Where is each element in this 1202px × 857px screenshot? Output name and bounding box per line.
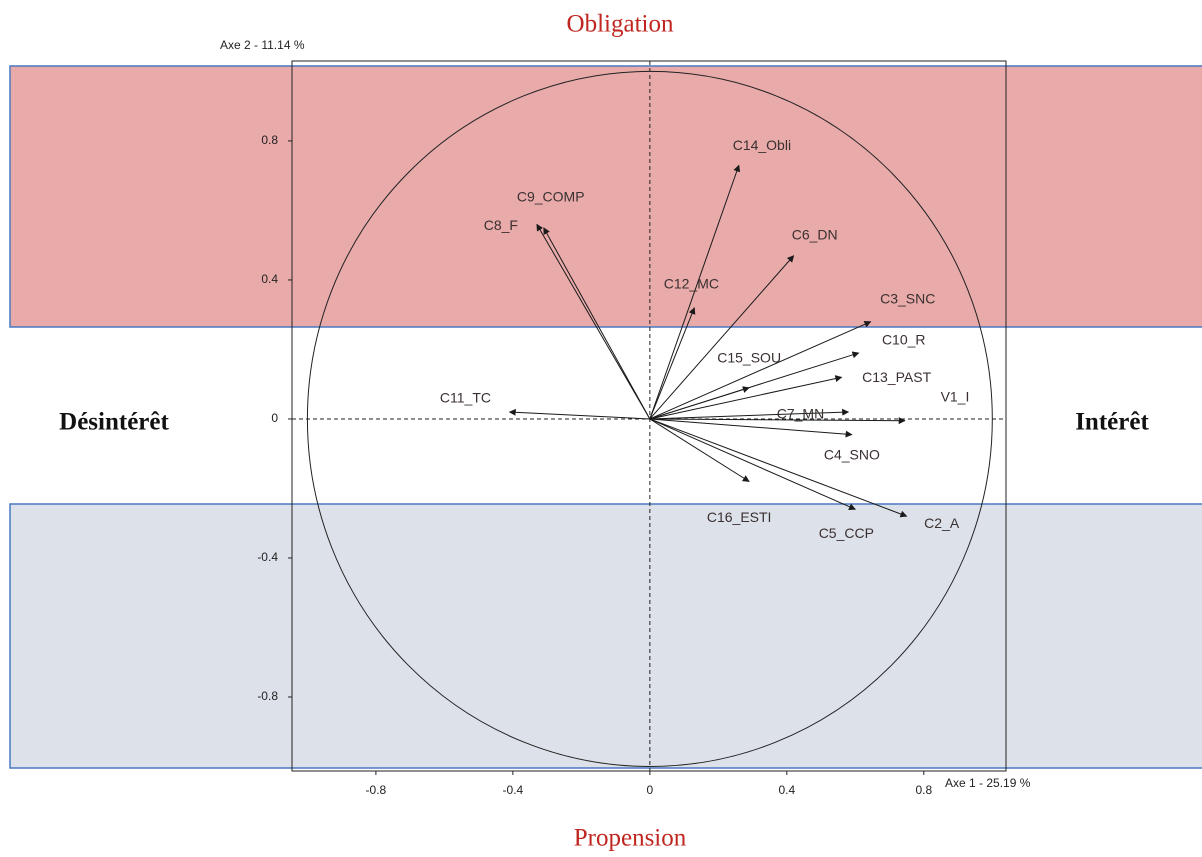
- variable-arrow: [649, 418, 750, 482]
- x-tick-label: 0.4: [778, 783, 795, 797]
- x-tick-label: -0.8: [366, 783, 387, 797]
- x-tick-label: 0.8: [915, 783, 932, 797]
- top-annotation: Obligation: [567, 11, 674, 38]
- variable-arrow: [508, 408, 650, 420]
- variable-label: C3_SNC: [880, 290, 935, 306]
- variable-label: C15_SOU: [717, 349, 781, 365]
- variable-label: C6_DN: [792, 226, 838, 242]
- x-axis-label: Axe 1 - 25.19 %: [945, 776, 1031, 790]
- y-tick-label: -0.4: [257, 550, 278, 564]
- variable-label: C14_Obli: [733, 137, 791, 153]
- obligation-band: [9, 65, 1202, 328]
- variable-arrow: [649, 307, 696, 420]
- plot-frame: [291, 60, 1007, 772]
- variable-label: C9_COMP: [517, 189, 585, 205]
- variable-label: C5_CCP: [819, 525, 874, 541]
- variable-label: C16_ESTI: [707, 509, 772, 525]
- variable-arrow: [649, 418, 856, 510]
- variable-label: C8_F: [484, 217, 518, 233]
- variable-arrow: [649, 418, 908, 518]
- variable-arrow: [649, 417, 906, 425]
- x-tick-label: -0.4: [503, 783, 524, 797]
- y-tick-label: 0.4: [261, 272, 278, 286]
- variable-label: C4_SNO: [824, 446, 880, 462]
- variable-label: C7_MN: [777, 406, 824, 422]
- variable-arrow: [649, 408, 850, 420]
- variable-label: C2_A: [924, 515, 960, 531]
- variable-arrow: [649, 375, 843, 420]
- variable-arrow: [649, 320, 872, 420]
- variable-label: C11_TC: [440, 390, 491, 406]
- y-axis-label: Axe 2 - 11.14 %: [220, 38, 305, 52]
- y-tick-label: -0.8: [257, 689, 278, 703]
- variable-label: V1_I: [941, 388, 970, 404]
- variable-arrow: [543, 227, 651, 420]
- variable-label: C12_MC: [664, 275, 719, 291]
- variable-arrow: [649, 164, 741, 420]
- variable-arrow: [649, 386, 750, 420]
- bottom-annotation: Propension: [574, 825, 687, 852]
- variable-label: C13_PAST: [862, 369, 931, 385]
- variable-label: C10_R: [882, 332, 926, 348]
- y-tick-label: 0.8: [261, 133, 278, 147]
- variable-arrow: [536, 223, 651, 420]
- propension-band: [9, 503, 1202, 769]
- variable-arrow: [649, 418, 853, 438]
- right-annotation: Intérêt: [1075, 409, 1149, 436]
- x-tick-label: 0: [647, 783, 654, 797]
- variable-arrow: [649, 255, 795, 420]
- y-tick-label: 0: [271, 411, 278, 425]
- left-annotation: Désintérêt: [59, 409, 169, 436]
